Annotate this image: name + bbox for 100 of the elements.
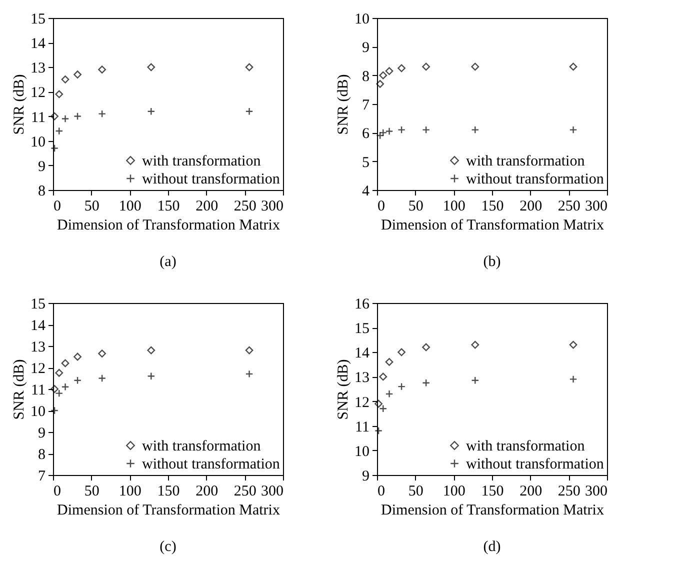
x-axis-title: Dimension of Transformation Matrix — [381, 502, 604, 518]
y-axis-title: SNR (dB) — [336, 74, 352, 135]
y-axis-title: SNR (dB) — [12, 359, 28, 420]
y-tick-label: 14 — [30, 36, 46, 52]
y-tick-label: 12 — [30, 361, 46, 377]
point — [385, 67, 394, 75]
x-tick-label: 100 — [442, 484, 466, 500]
text: (a) — [160, 254, 176, 270]
x-tick-label: 300 — [261, 198, 284, 214]
y-tick-label: 11 — [31, 110, 46, 126]
point — [61, 75, 70, 84]
x-tick-label: 200 — [196, 484, 218, 500]
y-tick-label: 9 — [38, 158, 46, 175]
point — [385, 390, 394, 398]
point — [245, 107, 254, 116]
y-tick-label: 10 — [30, 134, 46, 150]
text: (d) — [483, 539, 501, 555]
point — [422, 378, 430, 387]
point — [147, 63, 156, 72]
point — [245, 346, 254, 354]
x-tick-label: 300 — [585, 484, 608, 500]
legend-label: without transformation — [142, 456, 280, 472]
point — [147, 346, 156, 354]
x-tick-label: 100 — [118, 484, 142, 500]
text: (b) — [483, 254, 501, 270]
y-tick-label: 8 — [362, 68, 370, 85]
point — [398, 348, 406, 356]
x-tick-label: 250 — [234, 484, 256, 500]
point — [398, 64, 406, 72]
point — [98, 66, 106, 74]
point — [245, 370, 254, 378]
y-tick-label: 12 — [30, 85, 46, 102]
y-tick-label: 14 — [354, 346, 370, 362]
y-tick-label: 9 — [362, 40, 370, 56]
y-tick-label: 6 — [362, 126, 370, 142]
point — [376, 80, 384, 88]
y-tick-label: 12 — [354, 394, 370, 411]
point — [74, 376, 82, 384]
x-tick-label: 50 — [408, 484, 424, 500]
point — [385, 358, 394, 366]
legend-label: with transformation — [142, 154, 262, 170]
x-tick-label: 250 — [558, 484, 580, 500]
y-tick-label: 7 — [38, 468, 46, 484]
y-tick-label: 5 — [362, 154, 370, 171]
x-tick-label: 250 — [234, 198, 256, 214]
point — [379, 71, 388, 80]
y-tick-label: 15 — [30, 12, 46, 28]
x-tick-label: 50 — [84, 484, 100, 500]
legend-label: without transformation — [466, 172, 604, 188]
x-tick-label: 0 — [54, 484, 61, 500]
point — [55, 368, 64, 377]
y-tick-label: 7 — [362, 98, 370, 114]
y-tick-label: 15 — [30, 296, 46, 312]
y-tick-label: 9 — [38, 426, 46, 442]
x-tick-label: 200 — [520, 484, 542, 500]
y-tick-label: 11 — [31, 382, 46, 398]
point — [569, 62, 578, 71]
x-tick-label: 300 — [585, 198, 608, 214]
point — [98, 350, 106, 358]
y-tick-label: 10 — [354, 12, 370, 28]
point — [74, 352, 82, 361]
legend-label: with transformation — [142, 438, 262, 454]
x-tick-label: 200 — [196, 198, 218, 214]
text: (c) — [160, 539, 176, 555]
point — [385, 127, 394, 136]
point — [61, 382, 70, 391]
y-tick-label: 4 — [362, 184, 370, 200]
x-tick-label: 250 — [558, 198, 580, 214]
point — [74, 70, 82, 78]
y-tick-label: 9 — [362, 468, 370, 484]
y-tick-label: 10 — [354, 444, 370, 460]
point — [569, 126, 578, 134]
point — [422, 126, 430, 134]
x-tick-label: 0 — [378, 198, 385, 214]
x-axis-title: Dimension of Transformation Matrix — [57, 218, 280, 234]
y-axis-title: SNR (dB) — [336, 359, 352, 420]
point — [61, 114, 70, 123]
y-axis-title: SNR (dB) — [12, 74, 28, 135]
point — [74, 112, 82, 120]
point — [422, 62, 430, 71]
x-tick-label: 150 — [481, 484, 504, 500]
point — [98, 374, 106, 382]
x-tick-label: 50 — [84, 198, 100, 214]
x-tick-label: 100 — [442, 198, 466, 214]
legend-label: with transformation — [466, 438, 586, 454]
point — [398, 126, 406, 134]
point — [245, 63, 254, 72]
point — [98, 110, 106, 118]
point — [376, 132, 384, 140]
legend-label: without transformation — [142, 172, 280, 188]
point — [471, 340, 480, 349]
y-tick-label: 13 — [354, 370, 370, 386]
x-tick-label: 150 — [481, 198, 504, 214]
y-tick-label: 10 — [30, 404, 46, 420]
y-tick-label: 11 — [355, 419, 370, 436]
x-tick-label: 200 — [520, 198, 542, 214]
point — [55, 90, 64, 98]
x-axis-title: Dimension of Transformation Matrix — [381, 218, 604, 234]
legend-label: without transformation — [466, 456, 604, 472]
y-tick-label: 13 — [30, 60, 46, 77]
